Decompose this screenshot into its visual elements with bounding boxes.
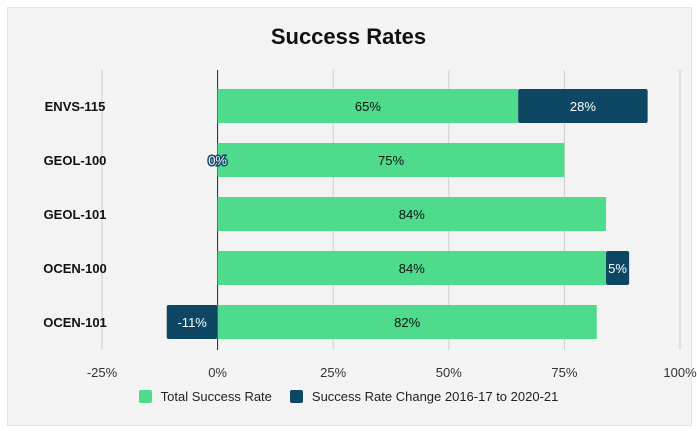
data-label-change: 28% (570, 99, 596, 114)
category-label: GEOL-101 (44, 207, 107, 222)
data-label-total: 84% (399, 261, 425, 276)
legend-item-change: Success Rate Change 2016-17 to 2020-21 (289, 389, 559, 404)
data-label-total: 84% (399, 207, 425, 222)
data-label-change: 0% (208, 153, 227, 168)
category-label: ENVS-115 (45, 99, 106, 114)
legend-item-total: Total Success Rate (138, 389, 272, 404)
legend: Total Success Rate Success Rate Change 2… (0, 389, 697, 404)
legend-label-total: Total Success Rate (160, 389, 272, 404)
data-label-total: 75% (378, 153, 404, 168)
bar-rate-change (518, 89, 648, 123)
data-label-total: 65% (355, 99, 381, 114)
bar-rate-change (606, 251, 630, 285)
data-label-change: -11% (177, 315, 207, 330)
x-tick-label: -25% (87, 365, 118, 380)
bar-total-success (217, 89, 519, 123)
x-tick-label: 50% (436, 365, 462, 380)
x-tick-label: 75% (551, 365, 577, 380)
bar-total-success (217, 305, 597, 339)
bar-total-success (217, 197, 607, 231)
category-label: OCEN-100 (43, 261, 107, 276)
category-label: OCEN-101 (43, 315, 107, 330)
bar-total-success (217, 251, 607, 285)
x-tick-label: 0% (208, 365, 227, 380)
x-tick-label: 25% (320, 365, 346, 380)
bar-rate-change (166, 305, 218, 339)
chart-title: Success Rates (270, 24, 427, 49)
data-label-change: 5% (608, 261, 627, 276)
data-label-total: 82% (394, 315, 420, 330)
bar-total-success (217, 143, 565, 177)
legend-label-change: Success Rate Change 2016-17 to 2020-21 (311, 389, 559, 404)
legend-swatch-change (289, 390, 303, 403)
category-label: GEOL-100 (44, 153, 107, 168)
legend-swatch-total (138, 390, 152, 403)
x-tick-label: 100% (663, 365, 697, 380)
